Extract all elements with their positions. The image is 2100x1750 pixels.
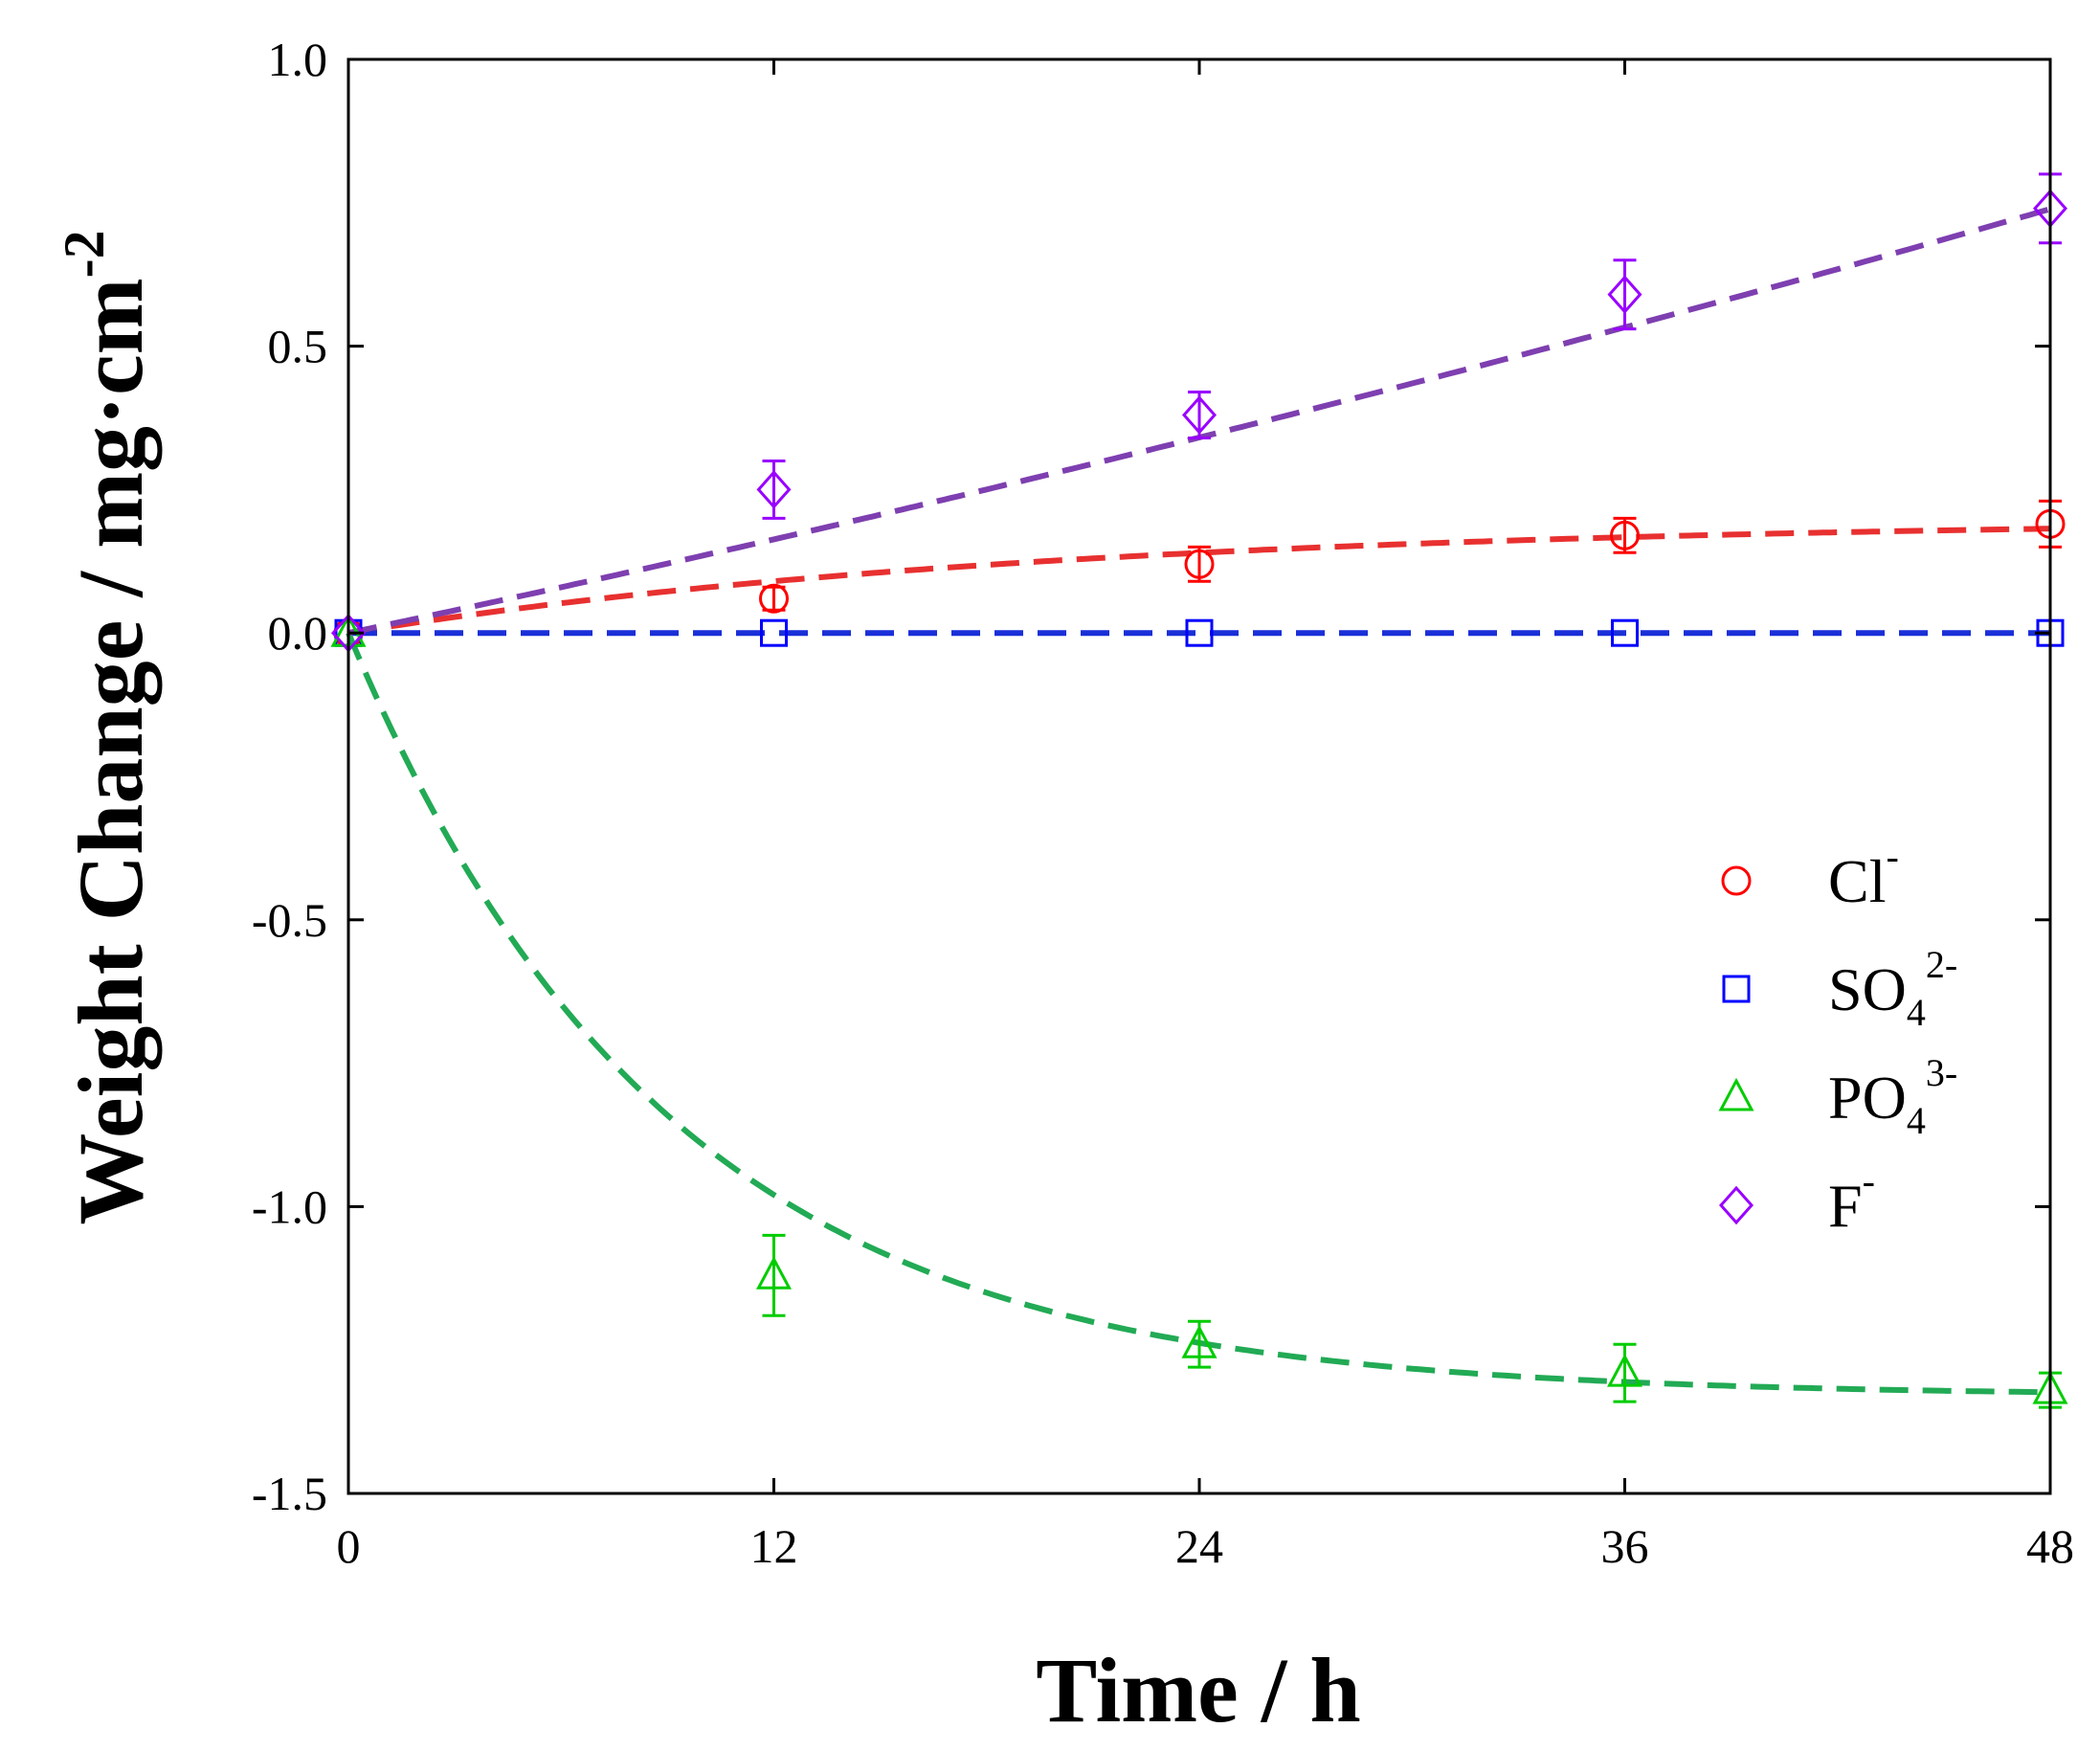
y-tick-label: -1.5: [252, 1467, 327, 1520]
x-tick-label: 36: [1601, 1519, 1649, 1573]
data-point-diamond: [1181, 395, 1218, 435]
data-point-circle: [1610, 520, 1640, 550]
y-tick-label: 0.0: [268, 606, 328, 660]
data-point-diamond: [1607, 275, 1642, 314]
data-markers: [330, 189, 2068, 1404]
legend-label: Cl-: [1828, 835, 1899, 915]
data-point-diamond: [756, 470, 792, 509]
x-tick-label: 0: [337, 1519, 361, 1573]
x-tick-label: 48: [2026, 1519, 2074, 1573]
data-point-square: [760, 618, 788, 647]
legend-label-base: F: [1828, 1172, 1863, 1240]
legend-label: SO42-: [1828, 943, 1957, 1034]
legend-label: F-: [1828, 1159, 1875, 1240]
data-point-triangle: [756, 1256, 792, 1290]
fit-line-po43: [346, 632, 2051, 1396]
data-point-circle: [1184, 549, 1215, 579]
data-point-triangle: [1181, 1325, 1218, 1358]
y-tick-label: 1.0: [268, 33, 328, 86]
plot-frame: [346, 57, 2052, 1495]
fit-line-cl: [347, 526, 2051, 637]
data-point-triangle: [1607, 1353, 1642, 1387]
data-point-square: [1185, 618, 1214, 647]
legend-marker-square: [1722, 975, 1751, 1003]
y-axis-title-main: Weight Change / mg·cm: [59, 278, 162, 1224]
legend-label-base: SO: [1828, 955, 1907, 1023]
y-axis-title-group: Weight Change / mg·cm-2: [53, 230, 162, 1224]
data-point-circle: [759, 583, 789, 614]
legend: Cl-SO42-PO43-F-: [1718, 835, 1957, 1240]
legend-label-subscript: 4: [1907, 1099, 1926, 1142]
legend-marker-circle: [1721, 865, 1752, 896]
data-point-square: [1611, 618, 1639, 647]
legend-label-base: Cl: [1828, 847, 1886, 915]
error-bars: [762, 172, 2062, 1409]
fit-curves: [346, 206, 2051, 1396]
y-axis-title-exponent: -2: [53, 230, 116, 278]
x-axis-title: Time / h: [1036, 1639, 1361, 1741]
x-axis-ticks: 0 12 24 36 48: [337, 59, 2074, 1573]
legend-marker-triangle: [1718, 1077, 1754, 1111]
y-tick-label: 0.5: [268, 320, 328, 373]
legend-label-superscript: 2-: [1926, 943, 1957, 986]
x-tick-label: 12: [750, 1519, 798, 1573]
legend-label-base: PO: [1828, 1064, 1907, 1132]
y-axis-title: Weight Change / mg·cm-2: [53, 230, 162, 1224]
y-axis-ticks: 1.0 0.5 0.0 -0.5 -1.0 -1.5: [252, 33, 2050, 1520]
legend-marker-diamond: [1718, 1185, 1754, 1225]
y-tick-label: -1.0: [252, 1179, 327, 1233]
x-tick-label: 24: [1175, 1519, 1223, 1573]
legend-label-superscript: -: [1863, 1159, 1875, 1202]
y-tick-label: -0.5: [252, 893, 327, 947]
legend-label: PO43-: [1828, 1051, 1957, 1142]
legend-label-superscript: -: [1886, 835, 1898, 878]
legend-label-superscript: 3-: [1926, 1051, 1957, 1094]
legend-label-subscript: 4: [1907, 991, 1926, 1034]
